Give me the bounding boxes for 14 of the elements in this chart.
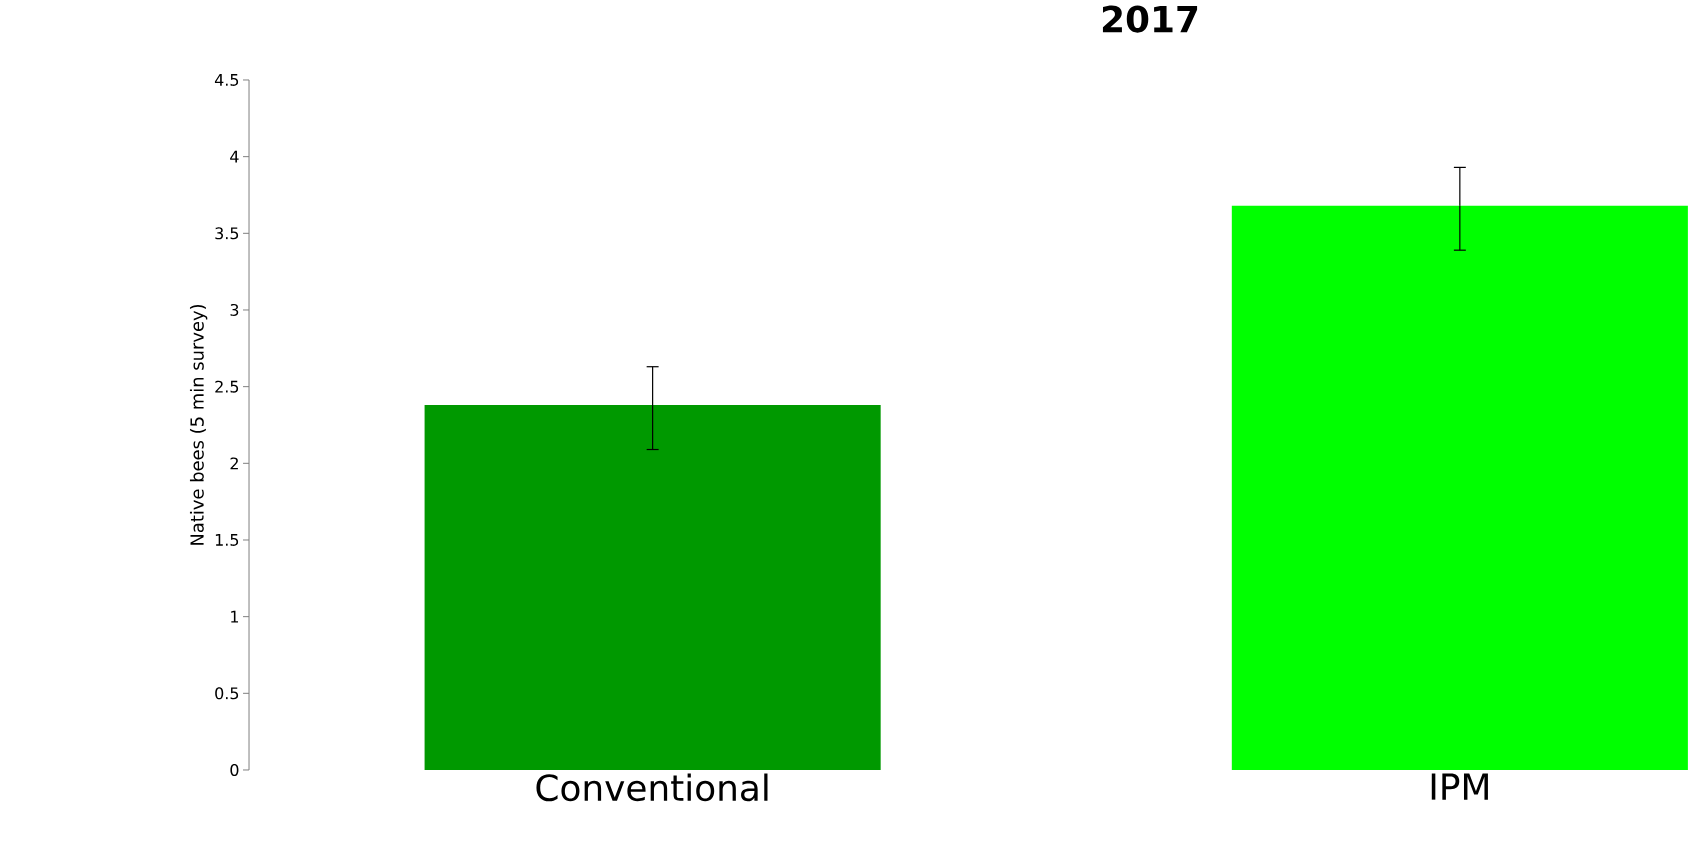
y-axis-title: Native bees (5 min survey)	[189, 304, 208, 545]
y-tick-label: 2	[230, 457, 238, 470]
y-tick-label: 1	[231, 610, 239, 623]
y-tick-label: 4	[230, 150, 239, 163]
y-tick-label: 0	[230, 763, 239, 777]
chart-title: 2017	[1102, 5, 1198, 33]
x-tick-label: IPM	[1431, 773, 1488, 800]
y-tick-label: 2.5	[215, 380, 239, 393]
y-tick-label: 3.5	[215, 227, 239, 240]
y-tick-label: 0.5	[215, 687, 239, 700]
x-tick-label: Conventional	[536, 773, 768, 802]
y-tick-label: 1.5	[215, 534, 239, 546]
y-tick-label: 4.5	[214, 74, 239, 86]
y-tick-label: 3	[230, 303, 239, 316]
